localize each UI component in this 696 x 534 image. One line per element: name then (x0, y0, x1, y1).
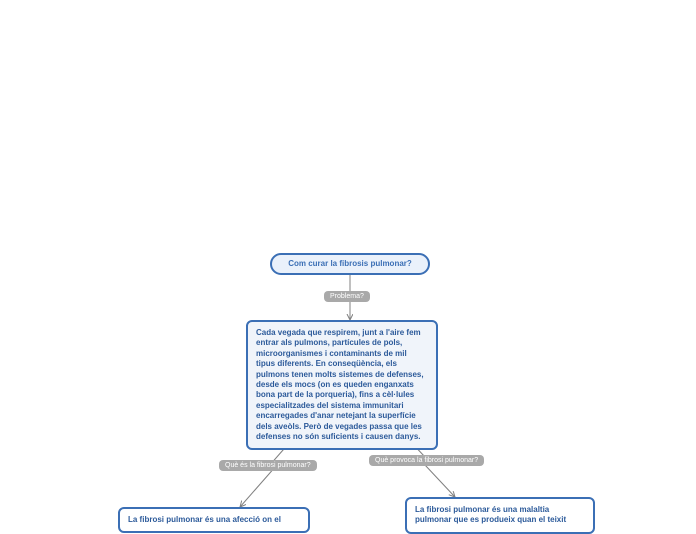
right-leaf-node[interactable]: La fibrosi pulmonar és una malaltia pulm… (405, 497, 595, 534)
problem-node[interactable]: Cada vegada que respirem, junt a l'aire … (246, 320, 438, 450)
root-node[interactable]: Com curar la fibrosis pulmonar? (270, 253, 430, 275)
edge-label-que-es: Què és la fibrosi pulmonar? (219, 460, 317, 471)
edge-label-problema: Problema? (324, 291, 370, 302)
edge-label-que-provoca: Què provoca la fibrosi pulmonar? (369, 455, 484, 466)
left-leaf-node[interactable]: La fibrosi pulmonar és una afecció on el (118, 507, 310, 533)
